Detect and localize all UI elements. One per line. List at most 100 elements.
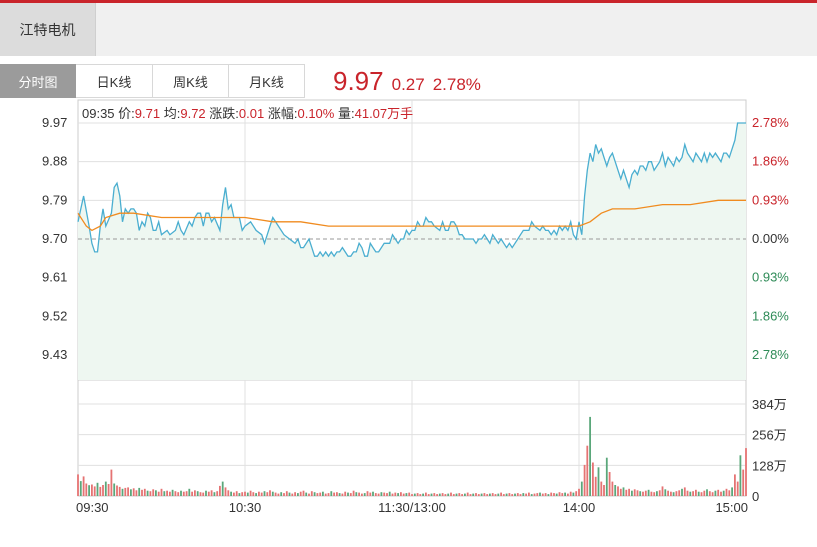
volume-bar <box>681 488 683 496</box>
volume-bar <box>675 491 678 496</box>
volume-bar <box>480 493 483 496</box>
volume-bar <box>572 492 575 496</box>
volume-bar <box>224 487 227 496</box>
vol-tick-label: 384万 <box>752 397 787 412</box>
volume-bar <box>288 492 291 496</box>
volume-bar <box>347 492 349 496</box>
volume-bar <box>210 490 213 497</box>
volume-bar <box>344 491 347 496</box>
volume-bar <box>93 486 96 496</box>
tab-intraday[interactable]: 分时图 <box>0 64 76 98</box>
volume-bar <box>185 491 188 496</box>
volume-bar <box>213 492 216 496</box>
tab-weekly-k[interactable]: 周K线 <box>153 64 229 98</box>
volume-bar <box>603 485 605 496</box>
volume-bar <box>617 486 619 496</box>
volume-bar <box>352 490 355 496</box>
volume-bar <box>600 481 603 496</box>
volume-bar <box>491 493 494 496</box>
volume-bar <box>670 491 672 496</box>
volume-bar <box>697 491 700 496</box>
stock-name-tab[interactable]: 江特电机 <box>0 3 96 56</box>
volume-bar <box>327 493 330 496</box>
volume-bar <box>700 492 703 496</box>
volume-bar <box>219 485 221 496</box>
volume-bar <box>113 483 116 496</box>
volume-bar <box>160 488 163 496</box>
y-tick-label: 9.70 <box>42 231 67 246</box>
volume-bar <box>363 493 366 496</box>
volume-bar <box>180 490 182 496</box>
info-avg: 9.72 <box>180 106 206 121</box>
volume-bar <box>163 491 166 496</box>
current-price: 9.97 <box>333 66 384 96</box>
volume-bar <box>586 445 589 496</box>
volume-bar <box>174 491 177 496</box>
x-tick-label: 15:00 <box>715 500 748 515</box>
volume-bar <box>99 486 102 496</box>
volume-bar <box>91 484 93 496</box>
volume-bar <box>152 489 155 496</box>
volume-bar <box>124 487 127 496</box>
volume-bar <box>96 482 99 496</box>
volume-bar <box>455 493 458 496</box>
pct-tick-label: 0.00% <box>752 231 789 246</box>
tab-monthly-k[interactable]: 月K线 <box>229 64 305 98</box>
volume-bar <box>280 492 283 496</box>
volume-bar <box>252 492 255 496</box>
volume-bar <box>324 493 327 496</box>
volume-bar <box>592 462 594 496</box>
volume-bar <box>274 492 277 496</box>
volume-bar <box>427 494 430 496</box>
volume-bar <box>110 469 113 496</box>
pct-tick-label: 0.93% <box>752 192 789 207</box>
volume-bar <box>207 491 210 496</box>
volume-bar <box>171 489 174 496</box>
x-tick-label: 14:00 <box>563 500 596 515</box>
volume-bar <box>199 492 202 496</box>
volume-bar <box>132 488 135 496</box>
volume-bar <box>622 487 625 496</box>
volume-bar <box>703 490 706 496</box>
volume-bar <box>107 484 110 496</box>
y-tick-label: 9.88 <box>42 154 67 169</box>
volume-bar <box>433 493 436 496</box>
info-chg: 0.01 <box>238 106 265 121</box>
volume-bar <box>441 493 444 496</box>
volume-bar <box>149 491 152 496</box>
volume-bar <box>141 489 143 496</box>
volume-bar <box>728 490 731 497</box>
volume-bar <box>678 490 681 497</box>
volume-bar <box>255 493 257 496</box>
volume-bar <box>516 493 519 496</box>
tab-daily-k[interactable]: 日K线 <box>76 64 153 98</box>
volume-bar <box>143 488 146 496</box>
volume-bar <box>194 490 196 497</box>
volume-bar <box>589 416 591 496</box>
volume-bar <box>177 492 180 496</box>
chart-tabs: 分时图 日K线 周K线 月K线 <box>0 64 305 98</box>
volume-bar <box>380 492 383 496</box>
volume-bar <box>302 490 305 496</box>
volume-bar <box>647 489 650 496</box>
volume-bar <box>525 493 527 496</box>
pct-tick-label: 1.86% <box>752 308 789 323</box>
volume-bar <box>260 492 263 496</box>
volume-bar <box>656 491 658 496</box>
volume-bar <box>146 490 149 496</box>
volume-bar <box>461 494 463 496</box>
volume-bar <box>355 492 358 496</box>
volume-bar <box>475 493 477 496</box>
volume-bar <box>550 492 553 496</box>
volume-bar <box>539 492 541 496</box>
volume-bar <box>238 493 241 496</box>
volume-bar <box>664 489 667 496</box>
volume-bar <box>667 490 669 496</box>
volume-bar <box>683 487 686 496</box>
volume-bar <box>202 492 205 496</box>
volume-bar <box>386 493 388 496</box>
volume-bar <box>530 494 533 496</box>
volume-bar <box>308 493 310 496</box>
volume-bar <box>722 490 725 496</box>
